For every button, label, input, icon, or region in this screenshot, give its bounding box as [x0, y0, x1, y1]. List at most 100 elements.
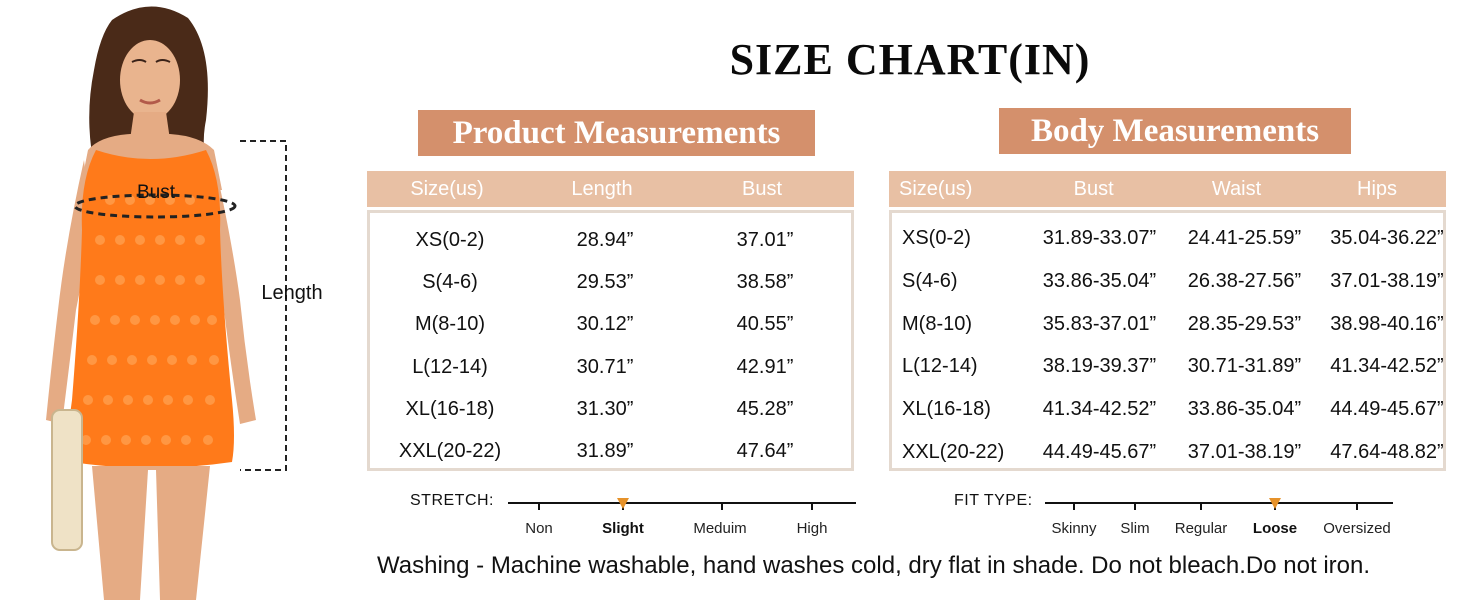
bust-cell: 35.83-37.01”	[1042, 312, 1157, 335]
bust-cell: 31.89-33.07”	[1042, 226, 1157, 249]
table-row: M(8-10) 30.12” 40.55”	[370, 309, 850, 339]
fit-tick	[1134, 502, 1136, 510]
body-col-bust: Bust	[1073, 177, 1114, 200]
fit-option-skinny: Skinny	[1051, 520, 1097, 537]
body-measurements-heading: Body Measurements	[999, 108, 1351, 154]
fit-tick	[1356, 502, 1358, 510]
stretch-option-slight: Slight	[602, 520, 644, 537]
table-row: XXL(20-22) 31.89” 47.64”	[370, 436, 850, 466]
waist-cell: 26.38-27.56”	[1187, 269, 1302, 292]
bust-cell: 37.01”	[736, 228, 794, 251]
legs	[92, 466, 210, 600]
bust-cell: 41.34-42.52”	[1042, 397, 1157, 420]
bust-cell: 38.19-39.37”	[1042, 354, 1157, 377]
length-cell: 29.53”	[576, 270, 634, 293]
body-col-waist: Waist	[1211, 177, 1262, 200]
size-cell: XS(0-2)	[415, 228, 485, 251]
size-cell: S(4-6)	[902, 269, 958, 292]
bust-cell: 33.86-35.04”	[1042, 269, 1157, 292]
size-cell: S(4-6)	[422, 270, 478, 293]
length-cell: 30.12”	[576, 312, 634, 335]
product-table: XS(0-2) 28.94” 37.01” S(4-6) 29.53” 38.5…	[367, 210, 854, 471]
waist-cell: 24.41-25.59”	[1187, 226, 1302, 249]
fit-tick	[1200, 502, 1202, 510]
table-row: XL(16-18) 31.30” 45.28”	[370, 394, 850, 424]
product-measurements-heading: Product Measurements	[418, 110, 815, 156]
body-table: XS(0-2) 31.89-33.07” 24.41-25.59” 35.04-…	[889, 210, 1446, 471]
fit-tick	[1073, 502, 1075, 510]
product-col-bust: Bust	[741, 177, 783, 200]
size-cell: M(8-10)	[414, 312, 485, 335]
waist-cell: 33.86-35.04”	[1187, 397, 1302, 420]
table-row: XXL(20-22) 44.49-45.67” 37.01-38.19” 47.…	[892, 437, 1457, 467]
table-row: XL(16-18) 41.34-42.52” 33.86-35.04” 44.4…	[892, 394, 1457, 424]
bust-label: Bust	[137, 182, 176, 203]
fit-type-scale: FIT TYPE: Skinny Slim Regular Loose Over…	[954, 492, 1399, 546]
fit-scale-line	[1045, 502, 1393, 504]
fit-selected-marker	[1269, 498, 1281, 509]
hips-cell: 35.04-36.22”	[1330, 226, 1444, 249]
model-illustration: Bust Length	[46, 6, 323, 600]
face	[120, 40, 180, 120]
table-row: L(12-14) 38.19-39.37” 30.71-31.89” 41.34…	[892, 351, 1457, 381]
size-cell: XL(16-18)	[902, 397, 991, 420]
length-cell: 31.30”	[576, 397, 634, 420]
size-cell: L(12-14)	[412, 355, 488, 378]
stretch-option-high: High	[796, 520, 828, 537]
bust-measure-line	[73, 193, 237, 219]
size-cell: L(12-14)	[902, 354, 978, 377]
bust-cell: 45.28”	[736, 397, 794, 420]
stretch-label: STRETCH:	[410, 492, 494, 509]
page-title: SIZE CHART(IN)	[729, 35, 1091, 84]
dress-pattern	[81, 195, 219, 445]
fit-option-slim: Slim	[1120, 520, 1150, 537]
hips-cell: 38.98-40.16”	[1330, 312, 1444, 335]
body-col-hips: Hips	[1357, 177, 1398, 200]
waist-cell: 37.01-38.19”	[1187, 440, 1302, 463]
size-cell: XXL(20-22)	[902, 440, 1005, 463]
right-arm	[210, 160, 256, 424]
length-label: Length	[261, 282, 322, 304]
waist-cell: 30.71-31.89”	[1187, 354, 1302, 377]
fit-type-label: FIT TYPE:	[954, 492, 1033, 509]
product-col-size: Size(us)	[410, 177, 484, 200]
body-table-header: Size(us) Bust Waist Hips	[889, 171, 1446, 207]
stretch-option-meduim: Meduim	[693, 520, 747, 537]
product-table-header: Size(us) Length Bust	[367, 171, 854, 207]
hips-cell: 44.49-45.67”	[1330, 397, 1444, 420]
body-col-size: Size(us)	[899, 177, 973, 200]
table-row: XS(0-2) 31.89-33.07” 24.41-25.59” 35.04-…	[892, 223, 1457, 253]
fit-option-loose: Loose	[1252, 520, 1298, 537]
fit-option-regular: Regular	[1174, 520, 1228, 537]
size-cell: XXL(20-22)	[398, 439, 502, 462]
hips-cell: 47.64-48.82”	[1330, 440, 1444, 463]
bust-cell: 47.64”	[736, 439, 794, 462]
length-measure-line	[240, 140, 287, 471]
table-row: S(4-6) 29.53” 38.58”	[370, 267, 850, 297]
table-row: M(8-10) 35.83-37.01” 28.35-29.53” 38.98-…	[892, 309, 1457, 339]
fit-option-oversized: Oversized	[1323, 520, 1391, 537]
stretch-tick	[721, 502, 723, 510]
stretch-option-non: Non	[525, 520, 553, 537]
length-cell: 31.89”	[576, 439, 634, 462]
stretch-scale-line	[508, 502, 856, 504]
waist-cell: 28.35-29.53”	[1187, 312, 1302, 335]
length-cell: 30.71”	[576, 355, 634, 378]
size-cell: M(8-10)	[902, 312, 973, 335]
product-col-length: Length	[571, 177, 633, 200]
size-cell: XL(16-18)	[405, 397, 495, 420]
stretch-tick	[538, 502, 540, 510]
dress	[69, 150, 234, 468]
washing-instructions: Washing - Machine washable, hand washes …	[377, 552, 1370, 579]
hips-cell: 37.01-38.19”	[1330, 269, 1444, 292]
stretch-scale: STRETCH: Non Slight Meduim High	[410, 492, 860, 546]
table-row: XS(0-2) 28.94” 37.01”	[370, 225, 850, 255]
stretch-tick	[811, 502, 813, 510]
bust-cell: 42.91”	[736, 355, 794, 378]
bust-cell: 38.58”	[736, 270, 794, 293]
bust-cell: 44.49-45.67”	[1042, 440, 1157, 463]
hips-cell: 41.34-42.52”	[1330, 354, 1444, 377]
size-cell: XS(0-2)	[902, 226, 971, 249]
length-cell: 28.94”	[576, 228, 634, 251]
stretch-selected-marker	[617, 498, 629, 509]
